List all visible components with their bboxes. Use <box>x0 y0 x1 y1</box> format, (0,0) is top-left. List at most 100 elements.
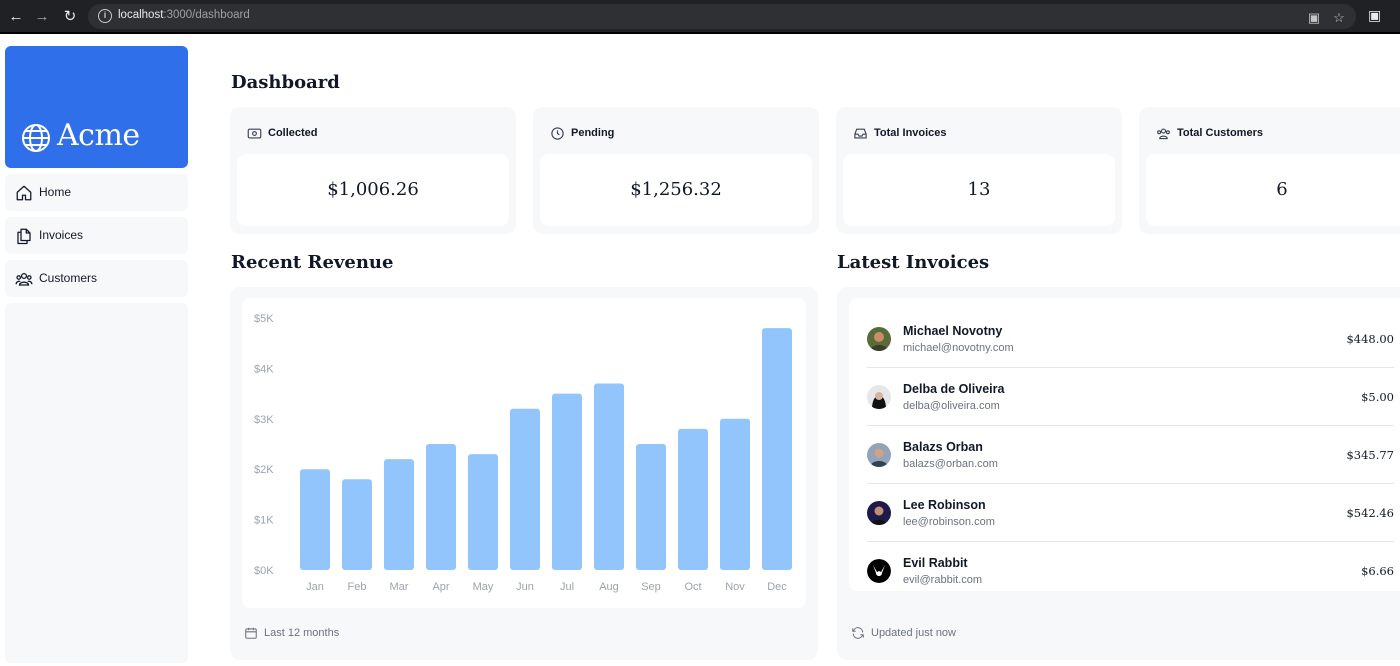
site-info-icon[interactable]: i <box>98 9 112 23</box>
revenue-bar-jun <box>510 408 540 570</box>
url-host: localhost <box>118 9 164 21</box>
invoice-list: Michael Novotny michael@novotny.com $448… <box>849 298 1400 591</box>
revenue-footer-text: Last 12 months <box>264 627 340 639</box>
stat-card-total-invoices: Total Invoices 13 <box>836 107 1122 234</box>
invoice-row[interactable]: Michael Novotny michael@novotny.com $448… <box>867 310 1394 368</box>
customer-email: evil@rabbit.com <box>903 574 983 586</box>
invoice-amount: $345.77 <box>1346 448 1394 462</box>
customer-name: Evil Rabbit <box>903 556 968 570</box>
invoice-row[interactable]: Lee Robinson lee@robinson.com $542.46 <box>867 484 1394 542</box>
avatar <box>867 385 891 409</box>
customer-name: Balazs Orban <box>903 440 983 454</box>
customer-email: delba@oliveira.com <box>903 400 1000 412</box>
y-tick-label: $4K <box>254 363 274 375</box>
stat-card-collected: Collected $1,006.26 <box>230 107 516 234</box>
x-tick-label: Sep <box>641 581 661 593</box>
invoice-amount: $6.66 <box>1361 564 1394 578</box>
revenue-bar-sep <box>636 444 666 570</box>
invoice-amount: $448.00 <box>1346 332 1394 346</box>
x-tick-label: Mar <box>390 581 409 593</box>
revenue-bar-apr <box>426 444 456 570</box>
card-label: Pending <box>571 127 615 139</box>
stat-card-total-customers: Total Customers 6 <box>1139 107 1400 234</box>
clock-icon <box>551 127 564 140</box>
acme-logo[interactable]: Acme <box>5 46 188 168</box>
banknote-icon <box>247 128 262 139</box>
revenue-bar-mar <box>384 459 414 570</box>
revenue-bar-feb <box>342 479 372 570</box>
sidebar-item-label: Home <box>39 185 72 199</box>
card-value: 6 <box>1146 154 1400 226</box>
users-icon <box>15 272 33 286</box>
x-tick-label: Dec <box>767 581 787 593</box>
customer-name: Lee Robinson <box>903 498 986 512</box>
card-label: Collected <box>268 127 318 139</box>
avatar <box>867 327 891 351</box>
logo-text: Acme <box>57 118 140 153</box>
customer-name: Michael Novotny <box>903 324 1003 338</box>
x-tick-label: Apr <box>432 581 449 593</box>
translate-icon[interactable]: ▣ <box>1307 10 1321 25</box>
revenue-bar-aug <box>594 383 624 570</box>
calendar-icon <box>245 627 257 639</box>
revenue-bar-oct <box>678 428 708 570</box>
globe-icon <box>22 124 50 152</box>
address-bar[interactable]: i localhost:3000/dashboard ▣ ☆ <box>88 4 1356 29</box>
url-path: :3000/dashboard <box>163 9 250 21</box>
revenue-bar-nov <box>720 418 750 570</box>
customer-name: Delba de Oliveira <box>903 382 1005 396</box>
back-icon[interactable]: ← <box>8 8 24 25</box>
card-label: Total Invoices <box>874 127 947 139</box>
home-icon <box>16 185 32 201</box>
invoice-row[interactable]: Evil Rabbit evil@rabbit.com $6.66 <box>867 542 1394 600</box>
sidebar-item-label: Customers <box>39 271 98 285</box>
customer-email: balazs@orban.com <box>903 458 998 470</box>
invoice-row[interactable]: Balazs Orban balazs@orban.com $345.77 <box>867 426 1394 484</box>
invoice-row[interactable]: Delba de Oliveira delba@oliveira.com $5.… <box>867 368 1394 426</box>
revenue-bar-jul <box>552 393 582 570</box>
latest-invoices-panel: Michael Novotny michael@novotny.com $448… <box>837 287 1400 660</box>
sidebar: Acme Home Invoices Customers <box>5 46 188 666</box>
avatar <box>867 501 891 525</box>
sidebar-spacer <box>5 303 188 663</box>
sidebar-item-customers[interactable]: Customers <box>5 260 188 297</box>
sidebar-item-home[interactable]: Home <box>5 174 188 211</box>
card-value: $1,256.32 <box>540 154 812 226</box>
y-tick-label: $2K <box>254 464 274 476</box>
card-label: Total Customers <box>1177 127 1263 139</box>
x-tick-label: Jan <box>306 581 324 593</box>
x-tick-label: Nov <box>725 581 745 593</box>
extensions-icon[interactable]: ▣ <box>1368 7 1382 23</box>
y-tick-label: $1K <box>254 515 274 527</box>
sidebar-item-label: Invoices <box>39 228 84 242</box>
customer-email: lee@robinson.com <box>903 516 995 528</box>
forward-icon[interactable]: → <box>34 8 50 25</box>
x-tick-label: Oct <box>684 581 701 593</box>
revenue-bar-jan <box>300 469 330 570</box>
inbox-icon <box>854 128 867 139</box>
x-tick-label: Feb <box>348 581 367 593</box>
customer-email: michael@novotny.com <box>903 342 1014 354</box>
x-tick-label: Jun <box>516 581 534 593</box>
avatar <box>867 443 891 467</box>
recent-revenue-title: Recent Revenue <box>231 252 394 273</box>
star-icon[interactable]: ☆ <box>1333 10 1345 25</box>
revenue-bar-dec <box>762 328 792 570</box>
revenue-panel: $0K $1K $2K $3K $4K $5K Jan Feb Mar Apr May Jun Jul A… <box>230 287 818 660</box>
y-tick-label: $5K <box>254 313 274 325</box>
y-tick-label: $0K <box>254 565 274 577</box>
revenue-bar-may <box>468 454 498 570</box>
documents-icon <box>17 228 31 245</box>
reload-icon[interactable]: ↻ <box>63 8 77 25</box>
url-text[interactable]: localhost:3000/dashboard <box>118 9 250 21</box>
sidebar-item-invoices[interactable]: Invoices <box>5 217 188 254</box>
y-tick-label: $3K <box>254 414 274 426</box>
card-value: 13 <box>843 154 1115 226</box>
avatar <box>867 559 891 583</box>
invoice-amount: $5.00 <box>1361 390 1394 404</box>
x-tick-label: Aug <box>599 581 619 593</box>
x-tick-label: May <box>473 581 494 593</box>
latest-invoices-title: Latest Invoices <box>837 252 990 273</box>
browser-toolbar: ← → ↻ i localhost:3000/dashboard ▣ ☆ ▣ <box>0 0 1400 34</box>
page-title: Dashboard <box>231 72 340 93</box>
